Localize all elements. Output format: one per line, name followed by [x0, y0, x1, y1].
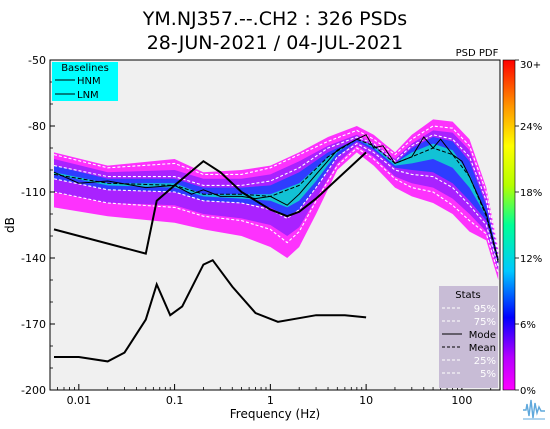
colorbar-tick-label: 6%	[520, 320, 536, 331]
stats-legend-label: 25%	[474, 356, 496, 367]
x-tick-label: 0.01	[67, 394, 92, 407]
y-axis: -50 -80 -110 -140 -170 -200	[21, 54, 55, 397]
stats-legend-label: 5%	[480, 369, 496, 380]
chart-title: YM.NJ357.--.CH2 : 326 PSDs	[142, 8, 407, 30]
baselines-legend-title: Baselines	[61, 63, 109, 74]
stat-line-p95	[53, 125, 499, 252]
colorbar-tick-label: 30+	[520, 60, 541, 71]
hnm-legend-label: HNM	[77, 76, 101, 87]
y-tick-label: -170	[21, 318, 46, 331]
y-tick-label: -110	[21, 186, 46, 199]
colorbar-tick-label: 24%	[520, 122, 542, 133]
colorbar-label: PSD PDF	[456, 48, 499, 59]
colorbar-tick-label: 12%	[520, 254, 542, 265]
hnm-line	[53, 151, 367, 255]
x-tick-label: 1	[267, 394, 274, 407]
y-axis-label: dB	[3, 217, 17, 233]
seismometer-logo-icon	[521, 395, 547, 422]
stat-line-mode	[53, 134, 499, 261]
stat-line-mean	[53, 138, 499, 263]
stats-legend-label: 95%	[474, 304, 496, 315]
stat-line-p75	[53, 134, 499, 256]
x-tick-label: 100	[451, 394, 472, 407]
colorbar	[502, 59, 516, 391]
plot-frame	[49, 59, 501, 391]
x-tick-label: 10	[359, 394, 373, 407]
colorbar-tick-label: 0%	[520, 386, 536, 397]
stats-legend-label: Mode	[469, 330, 496, 341]
chart-subtitle: 28-JUN-2021 / 04-JUL-2021	[147, 32, 404, 54]
stat-line-p5	[53, 147, 499, 274]
y-tick-label: -80	[28, 120, 46, 133]
x-axis-label: Frequency (Hz)	[230, 407, 321, 421]
stat-line-p25	[53, 142, 499, 267]
colorbar-ticks: 30+ 24% 18% 12% 6% 0%	[515, 59, 542, 397]
lnm-line	[54, 258, 367, 363]
x-tick-label: 0.1	[166, 394, 184, 407]
colorbar-tick-label: 18%	[520, 188, 542, 199]
stats-legend: Stats 95% 75% Mode Mean 25% 5%	[439, 286, 498, 388]
stats-legend-box	[439, 286, 498, 388]
lnm-legend-label: LNM	[77, 90, 99, 101]
baseline-lines	[53, 151, 367, 363]
stats-legend-title: Stats	[455, 290, 481, 301]
statistics-lines	[53, 125, 499, 274]
y-tick-label: -140	[21, 252, 46, 265]
stats-legend-label: 75%	[474, 317, 496, 328]
y-tick-label: -50	[28, 54, 46, 67]
stats-legend-label: Mean	[469, 343, 496, 354]
y-tick-label: -200	[21, 384, 46, 397]
pdf-band-24pct	[54, 139, 499, 263]
baselines-legend: Baselines HNM LNM	[52, 62, 118, 101]
